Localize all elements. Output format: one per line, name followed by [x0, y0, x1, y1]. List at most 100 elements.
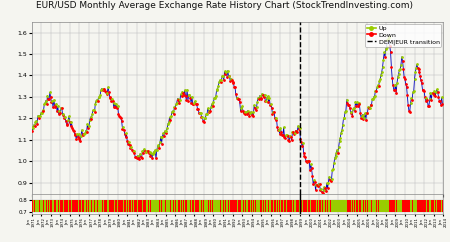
Bar: [247, 200, 248, 212]
Bar: [299, 200, 300, 212]
Bar: [161, 200, 162, 212]
Bar: [343, 200, 344, 212]
Bar: [224, 200, 225, 212]
Bar: [202, 200, 203, 212]
Bar: [255, 200, 256, 212]
Bar: [340, 200, 341, 212]
Bar: [398, 200, 399, 212]
Bar: [221, 200, 222, 212]
Bar: [417, 200, 418, 212]
Bar: [213, 200, 214, 212]
Bar: [291, 200, 292, 212]
Bar: [179, 200, 180, 212]
Bar: [409, 200, 410, 212]
Bar: [318, 200, 319, 212]
Bar: [217, 200, 218, 212]
Bar: [117, 200, 118, 212]
Bar: [81, 200, 82, 212]
Bar: [395, 200, 396, 212]
Bar: [114, 200, 115, 212]
Bar: [171, 200, 172, 212]
Bar: [333, 200, 334, 212]
Bar: [347, 200, 348, 212]
Bar: [214, 200, 215, 212]
Bar: [204, 200, 205, 212]
Bar: [176, 200, 177, 212]
Bar: [305, 200, 306, 212]
Bar: [238, 200, 239, 212]
Bar: [53, 200, 54, 212]
Bar: [279, 200, 280, 212]
Bar: [87, 200, 88, 212]
Bar: [352, 200, 353, 212]
Bar: [67, 200, 68, 212]
Bar: [209, 200, 210, 212]
Bar: [300, 200, 301, 212]
Bar: [312, 200, 313, 212]
Bar: [397, 200, 398, 212]
Bar: [124, 200, 125, 212]
Bar: [102, 200, 103, 212]
Bar: [35, 200, 36, 212]
Bar: [282, 200, 283, 212]
Bar: [151, 200, 152, 212]
Bar: [303, 200, 304, 212]
Text: EUR/USD Monthly Average Exchange Rate History Chart (StockTrendInvesting.com): EUR/USD Monthly Average Exchange Rate Hi…: [36, 1, 414, 10]
Bar: [344, 200, 345, 212]
Bar: [216, 200, 217, 212]
Bar: [138, 200, 139, 212]
Bar: [83, 200, 84, 212]
Bar: [246, 200, 247, 212]
Bar: [103, 200, 104, 212]
Bar: [319, 200, 320, 212]
Bar: [66, 200, 67, 212]
Bar: [436, 200, 437, 212]
Bar: [136, 200, 137, 212]
Bar: [416, 200, 417, 212]
Bar: [320, 200, 321, 212]
Bar: [127, 200, 128, 212]
Bar: [99, 200, 100, 212]
Bar: [134, 200, 135, 212]
Bar: [439, 200, 440, 212]
Bar: [190, 200, 191, 212]
Bar: [339, 200, 340, 212]
Bar: [48, 200, 49, 212]
Bar: [346, 200, 347, 212]
Bar: [133, 200, 134, 212]
Bar: [140, 200, 141, 212]
Bar: [292, 200, 293, 212]
Bar: [180, 200, 181, 212]
Bar: [338, 200, 339, 212]
Bar: [166, 200, 167, 212]
Bar: [227, 200, 228, 212]
Bar: [40, 200, 41, 212]
Bar: [381, 200, 382, 212]
Bar: [116, 200, 117, 212]
Bar: [384, 200, 385, 212]
Bar: [367, 200, 368, 212]
Bar: [145, 200, 146, 212]
Bar: [78, 200, 79, 212]
Bar: [164, 200, 165, 212]
Bar: [326, 200, 327, 212]
Bar: [90, 200, 91, 212]
Bar: [410, 200, 411, 212]
Bar: [386, 200, 387, 212]
Bar: [223, 200, 224, 212]
Bar: [141, 200, 142, 212]
Bar: [430, 200, 431, 212]
Bar: [257, 200, 258, 212]
Bar: [313, 200, 314, 212]
Bar: [358, 200, 359, 212]
Bar: [122, 200, 123, 212]
Bar: [243, 200, 244, 212]
Bar: [80, 200, 81, 212]
Bar: [125, 200, 126, 212]
Bar: [104, 200, 105, 212]
Bar: [208, 200, 209, 212]
Bar: [238, 200, 239, 212]
Bar: [32, 200, 33, 212]
Bar: [44, 200, 45, 212]
Bar: [387, 200, 388, 212]
